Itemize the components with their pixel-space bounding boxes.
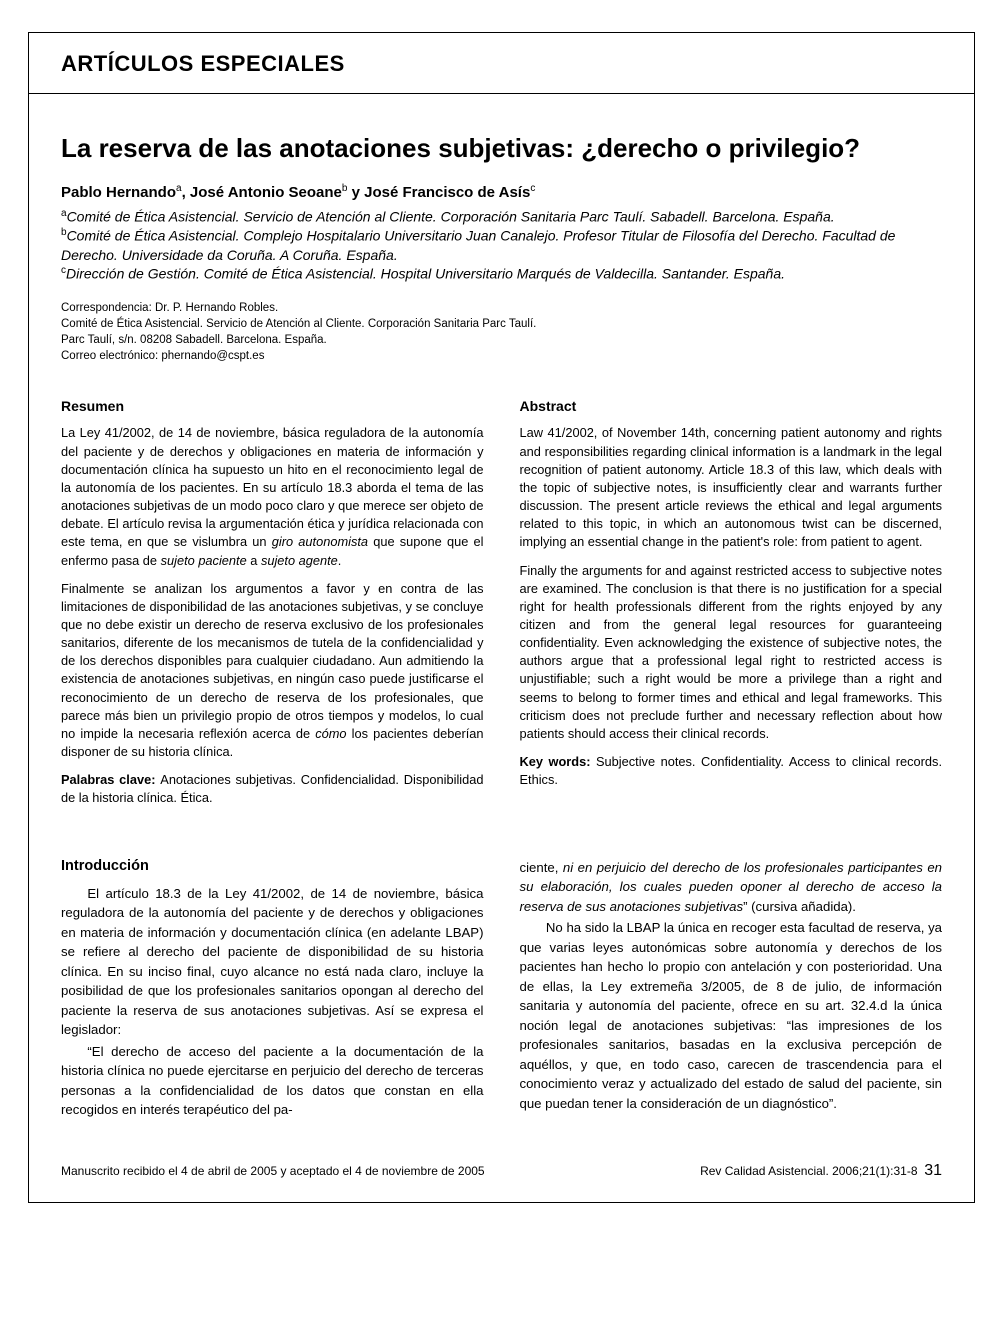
article-content: La reserva de las anotaciones subjetivas… — [29, 94, 974, 1202]
correspondence-line: Correspondencia: Dr. P. Hernando Robles. — [61, 300, 942, 316]
affiliation-a: Comité de Ética Asistencial. Servicio de… — [67, 208, 835, 224]
abstract-column: Abstract Law 41/2002, of November 14th, … — [520, 398, 943, 807]
abstract-keywords: Key words: Subjective notes. Confidentia… — [520, 753, 943, 789]
affiliation-b: Comité de Ética Asistencial. Complejo Ho… — [61, 228, 895, 263]
affiliation-c: Dirección de Gestión. Comité de Ética As… — [66, 266, 785, 282]
abstracts-row: Resumen La Ley 41/2002, de 14 de noviemb… — [61, 398, 942, 807]
citation-line: Rev Calidad Asistencial. 2006;21(1):31-8… — [700, 1162, 942, 1180]
resumen-heading: Resumen — [61, 398, 484, 414]
abstract-heading: Abstract — [520, 398, 943, 414]
resumen-p1: La Ley 41/2002, de 14 de noviembre, bási… — [61, 424, 484, 569]
resumen-p2: Finalmente se analizan los argumentos a … — [61, 580, 484, 762]
intro-left-p2: “El derecho de acceso del paciente a la … — [61, 1042, 484, 1120]
intro-right-p2: No ha sido la LBAP la única en recoger e… — [520, 918, 943, 1113]
correspondence-line: Correo electrónico: phernando@cspt.es — [61, 348, 942, 364]
resumen-keywords: Palabras clave: Anotaciones subjetivas. … — [61, 771, 484, 807]
section-label: ARTÍCULOS ESPECIALES — [61, 51, 942, 77]
correspondence-block: Correspondencia: Dr. P. Hernando Robles.… — [61, 300, 942, 364]
correspondence-line: Parc Taulí, s/n. 08208 Sabadell. Barcelo… — [61, 332, 942, 348]
manuscript-dates: Manuscrito recibido el 4 de abril de 200… — [61, 1164, 485, 1178]
abstract-p2: Finally the arguments for and against re… — [520, 562, 943, 744]
body-row: Introducción El artículo 18.3 de la Ley … — [61, 858, 942, 1122]
abstract-p1: Law 41/2002, of November 14th, concernin… — [520, 424, 943, 551]
correspondence-line: Comité de Ética Asistencial. Servicio de… — [61, 316, 942, 332]
affiliations: aComité de Ética Asistencial. Servicio d… — [61, 207, 942, 285]
body-left-column: Introducción El artículo 18.3 de la Ley … — [61, 858, 484, 1122]
body-right-column: ciente, ni en perjuicio del derecho de l… — [520, 858, 943, 1122]
intro-heading: Introducción — [61, 858, 484, 874]
article-title: La reserva de las anotaciones subjetivas… — [61, 132, 942, 165]
page-number: 31 — [924, 1162, 942, 1179]
resumen-column: Resumen La Ley 41/2002, de 14 de noviemb… — [61, 398, 484, 807]
intro-right-p1: ciente, ni en perjuicio del derecho de l… — [520, 858, 943, 917]
authors-line: Pablo Hernandoa, José Antonio Seoaneb y … — [61, 183, 942, 201]
section-header: ARTÍCULOS ESPECIALES — [29, 33, 974, 94]
page-footer: Manuscrito recibido el 4 de abril de 200… — [61, 1162, 942, 1180]
intro-left-p1: El artículo 18.3 de la Ley 41/2002, de 1… — [61, 884, 484, 1040]
page-frame: ARTÍCULOS ESPECIALES La reserva de las a… — [28, 32, 975, 1203]
